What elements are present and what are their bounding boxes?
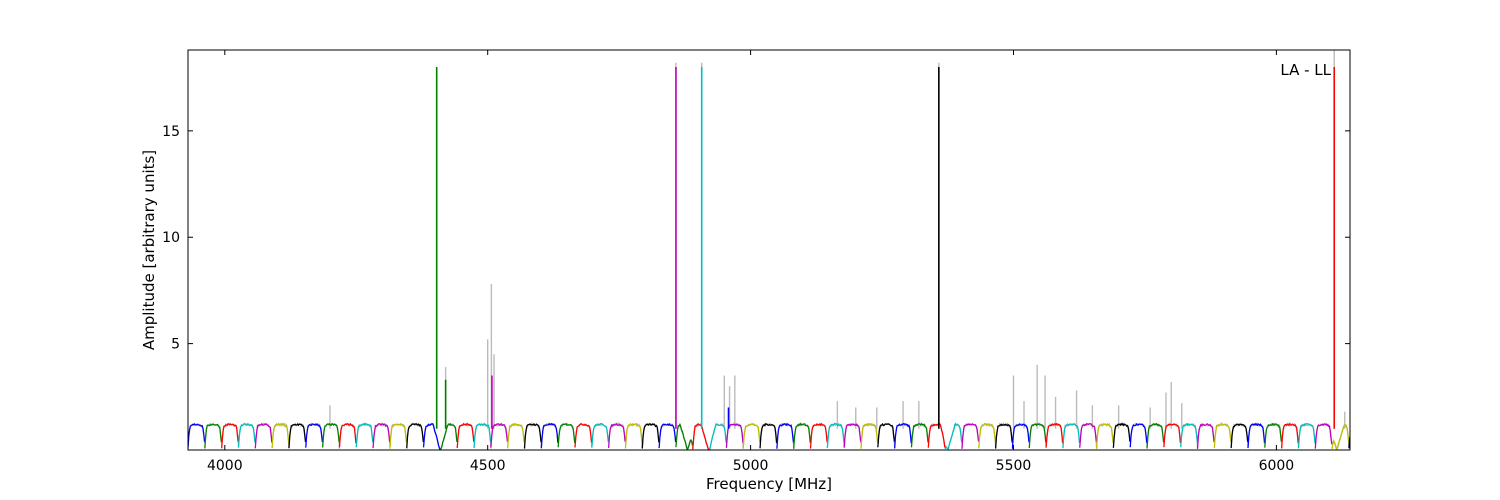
series-band-11 [372, 423, 391, 449]
series-band-35 [776, 423, 795, 449]
series-band-37 [809, 422, 828, 449]
y-tick-label: 10 [162, 230, 180, 246]
series-band-54 [1095, 423, 1114, 449]
series-band-8 [321, 422, 340, 448]
series-band-34 [759, 422, 778, 449]
series-band-4 [254, 423, 273, 449]
series-band-43 [910, 422, 929, 448]
plot-frame [187, 49, 1351, 451]
series-band-12 [389, 422, 408, 449]
annotation-label: LA - LL [1280, 61, 1331, 79]
series-band-45 [944, 422, 963, 450]
series-band-63 [1247, 422, 1266, 449]
series-band-2 [221, 423, 239, 449]
series-band-14 [422, 423, 441, 450]
series-band-25 [607, 422, 626, 448]
series-band-26 [624, 422, 643, 449]
y-axis-label: Amplitude [arbitrary units] [140, 150, 158, 350]
series-band-50 [1028, 423, 1047, 448]
series-band-56 [1129, 422, 1148, 448]
series-band-67 [1314, 423, 1333, 449]
series-band-13 [406, 423, 424, 449]
series-band-59 [1180, 422, 1198, 448]
series-band-27 [641, 423, 660, 449]
series-band-62 [1230, 423, 1249, 449]
series-band-29 [675, 422, 694, 450]
series-band-18 [490, 422, 509, 448]
series-band-21 [540, 422, 559, 449]
series-band-42 [894, 422, 912, 449]
series-band-7 [305, 422, 323, 448]
x-tick-label: 6000 [1259, 458, 1295, 474]
series-band-33 [742, 423, 761, 448]
series-band-10 [355, 422, 374, 448]
series-band-57 [1146, 422, 1165, 449]
series-band-68 [1331, 424, 1350, 450]
series-band-24 [591, 422, 610, 448]
x-tick-label: 4000 [207, 458, 243, 474]
series-band-47 [978, 422, 996, 449]
x-tick-label: 5000 [733, 458, 769, 474]
series-band-9 [338, 422, 357, 448]
series-band-64 [1264, 422, 1283, 448]
series-band-48 [994, 423, 1013, 449]
series-band-28 [658, 423, 677, 449]
series-band-15 [439, 423, 458, 450]
series-band-52 [1062, 423, 1081, 449]
series-band-55 [1112, 422, 1131, 448]
x-tick-label: 5500 [996, 458, 1032, 474]
series-band-66 [1297, 422, 1316, 449]
series-band-58 [1163, 423, 1182, 448]
series-band-36 [793, 422, 811, 449]
series-band-1 [204, 423, 223, 449]
y-tick-label: 15 [162, 124, 180, 140]
series-band-19 [507, 422, 525, 449]
x-tick-label: 4500 [470, 458, 506, 474]
series-band-38 [826, 422, 845, 449]
series-band-65 [1281, 422, 1299, 449]
series-band-60 [1196, 423, 1215, 449]
series-band-53 [1079, 423, 1097, 448]
x-axis-label: Frequency [MHz] [706, 475, 832, 493]
y-tick-label: 5 [171, 337, 180, 353]
series-band-51 [1045, 422, 1064, 448]
ticks-layer: 4000 4500 5000 5500 6000 5 10 15 [162, 50, 1350, 474]
series-band-41 [877, 422, 896, 448]
series-band-22 [557, 423, 576, 448]
series-band-23 [574, 422, 593, 448]
series-band-3 [237, 422, 256, 448]
series-band-20 [523, 422, 542, 449]
series-band-6 [288, 423, 307, 449]
series-band-5 [271, 423, 290, 449]
series-band-0 [188, 422, 206, 448]
series-band-40 [860, 422, 879, 449]
series-band-61 [1213, 422, 1232, 449]
series-band-46 [961, 423, 980, 449]
series-band-16 [456, 422, 475, 449]
series-band-49 [1011, 423, 1030, 449]
series-band-39 [843, 423, 862, 448]
series-band-44 [927, 422, 946, 448]
series-layer [188, 50, 1350, 450]
series-band-17 [473, 423, 492, 449]
series-band-31 [708, 423, 727, 450]
